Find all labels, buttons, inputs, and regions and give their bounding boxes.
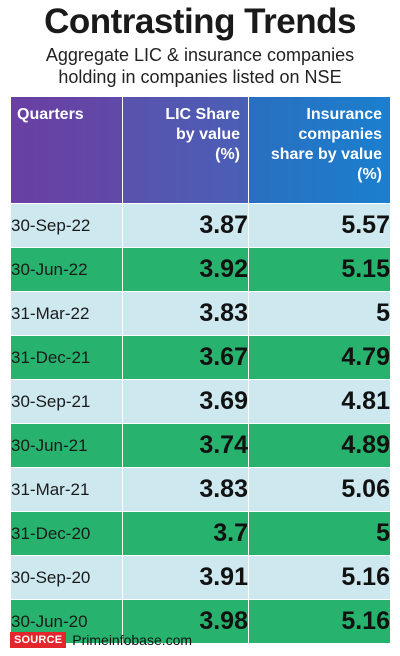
- cell-insurance-share: 4.81: [248, 379, 391, 424]
- header-ins-line-1: Insurance: [306, 106, 382, 123]
- header-lic-line-1: LIC Share: [165, 106, 240, 123]
- source-tag: SOURCE: [10, 632, 67, 648]
- cell-quarter: 31-Mar-21: [10, 467, 123, 512]
- header-quarters: Quarters: [10, 96, 123, 204]
- header-ins-line-2: companies: [298, 126, 382, 143]
- cell-quarter: 31-Dec-20: [10, 511, 123, 556]
- cell-quarter: 30-Sep-20: [10, 555, 123, 600]
- cell-quarter: 30-Sep-22: [10, 203, 123, 248]
- table-row: 31-Mar-21 3.83 5.06: [10, 467, 391, 512]
- chart-title: Contrasting Trends: [44, 2, 356, 41]
- cell-quarter: 31-Mar-22: [10, 291, 123, 336]
- cell-lic-share: 3.74: [122, 423, 249, 468]
- cell-insurance-share: 5: [248, 291, 391, 336]
- table-body: 30-Sep-22 3.87 5.57 30-Jun-22 3.92 5.15 31-Mar…: [10, 203, 391, 644]
- header-lic-line-2: by value: [175, 126, 240, 143]
- table-header-row: Quarters LIC Share by value (%) Insuranc…: [10, 96, 391, 204]
- cell-insurance-share: 4.89: [248, 423, 391, 468]
- table-row: 30-Jun-22 3.92 5.15: [10, 247, 391, 292]
- chart-subtitle: Aggregate LIC & insurance companies hold…: [0, 44, 400, 88]
- cell-insurance-share: 4.79: [248, 335, 391, 380]
- table-row: 30-Sep-20 3.91 5.16: [10, 555, 391, 600]
- cell-quarter: 30-Jun-21: [10, 423, 123, 468]
- header-insurance-share: Insurance companies share by value (%): [248, 96, 391, 204]
- header-ins-line-4: (%): [357, 166, 382, 183]
- cell-lic-share: 3.91: [122, 555, 249, 600]
- table-row: 30-Sep-21 3.69 4.81: [10, 379, 391, 424]
- cell-lic-share: 3.87: [122, 203, 249, 248]
- table-row: 31-Dec-21 3.67 4.79: [10, 335, 391, 380]
- cell-lic-share: 3.83: [122, 291, 249, 336]
- cell-lic-share: 3.69: [122, 379, 249, 424]
- cell-insurance-share: 5: [248, 511, 391, 556]
- data-table: Quarters LIC Share by value (%) Insuranc…: [10, 96, 391, 644]
- cell-insurance-share: 5.16: [248, 599, 391, 644]
- subtitle-line-1: Aggregate LIC & insurance companies: [45, 45, 355, 65]
- header-lic-line-3: (%): [215, 146, 240, 163]
- cell-lic-share: 3.7: [122, 511, 249, 556]
- header-lic-share: LIC Share by value (%): [122, 96, 249, 204]
- cell-lic-share: 3.83: [122, 467, 249, 512]
- table-row: 31-Mar-22 3.83 5: [10, 291, 391, 336]
- table-row: 30-Sep-22 3.87 5.57: [10, 203, 391, 248]
- cell-insurance-share: 5.57: [248, 203, 391, 248]
- cell-insurance-share: 5.15: [248, 247, 391, 292]
- cell-quarter: 30-Jun-22: [10, 247, 123, 292]
- source-text: Primeinfobase.com: [72, 632, 193, 648]
- cell-quarter: 30-Sep-21: [10, 379, 123, 424]
- table-row: 30-Jun-21 3.74 4.89: [10, 423, 391, 468]
- cell-quarter: 31-Dec-21: [10, 335, 123, 380]
- header-ins-line-3: share by value: [270, 146, 382, 163]
- cell-insurance-share: 5.16: [248, 555, 391, 600]
- cell-insurance-share: 5.06: [248, 467, 391, 512]
- table-row: 31-Dec-20 3.7 5: [10, 511, 391, 556]
- header-quarters-label: Quarters: [17, 106, 84, 123]
- source-line: SOURCE Primeinfobase.com: [10, 631, 192, 649]
- subtitle-line-2: holding in companies listed on NSE: [58, 67, 342, 87]
- cell-lic-share: 3.92: [122, 247, 249, 292]
- cell-lic-share: 3.67: [122, 335, 249, 380]
